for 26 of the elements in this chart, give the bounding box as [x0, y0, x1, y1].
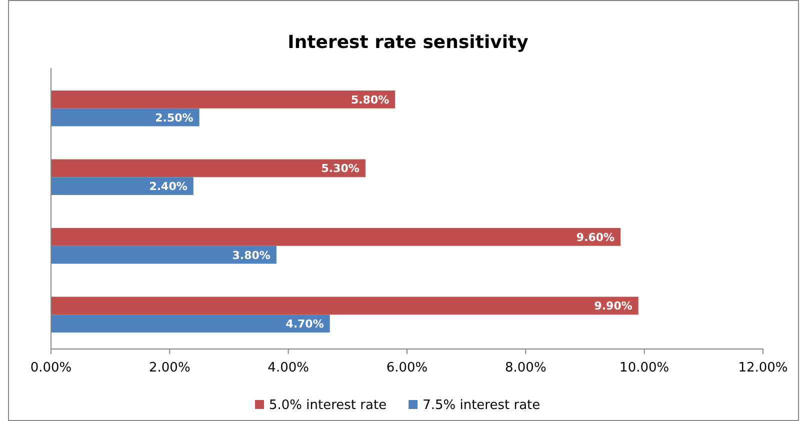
chart-title: Interest rate sensitivity — [288, 32, 529, 53]
x-tick-label: 2.00% — [149, 360, 190, 376]
data-label: 2.50% — [155, 111, 194, 124]
data-label: 4.70% — [286, 318, 324, 331]
x-tick-label: 4.00% — [268, 360, 309, 376]
bar — [51, 108, 200, 126]
x-tick-label: 12.00% — [738, 360, 788, 376]
bar — [51, 246, 276, 264]
legend-label: 7.5% interest rate — [422, 398, 540, 413]
bar — [51, 177, 194, 195]
data-label: 9.60% — [576, 230, 615, 244]
x-tick-label: 0.00% — [30, 360, 72, 376]
bar — [51, 314, 330, 332]
x-tick-label: 8.00% — [505, 360, 546, 376]
data-label: 5.80% — [350, 93, 390, 106]
data-label: 5.30% — [321, 162, 360, 176]
bar — [51, 296, 638, 315]
data-label: 2.40% — [149, 180, 188, 194]
bar — [51, 159, 366, 178]
legend-label: 5.0% interest rate — [269, 398, 387, 413]
bar — [51, 228, 621, 246]
data-label: 3.80% — [232, 248, 270, 262]
bar — [51, 90, 396, 108]
x-tick-label: 10.00% — [620, 360, 670, 376]
data-label: 9.90% — [594, 300, 632, 313]
x-tick-label: 6.00% — [386, 360, 428, 376]
